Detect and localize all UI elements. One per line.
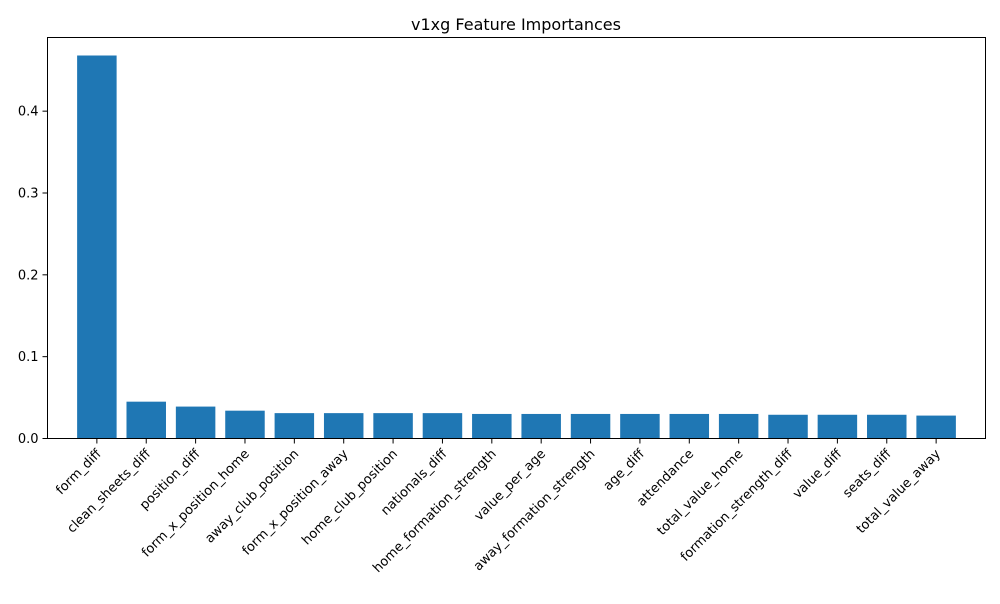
x-tick-label-home_club_position: home_club_position (299, 447, 401, 549)
bar-home_formation_strength (472, 413, 512, 439)
bar-nationals_diff (422, 413, 463, 439)
x-axis: form_diffclean_sheets_diffposition_difff… (53, 438, 944, 576)
chart-title: v1xg Feature Importances (411, 15, 621, 34)
x-tick-label-total_value_away: total_value_away (854, 447, 944, 537)
bar-form_diff (77, 55, 117, 439)
y-tick-label: 0.3 (18, 186, 39, 201)
y-axis: 0.0 0.1 0.2 0.3 0.4 (18, 105, 48, 447)
x-tick-label-value_diff: value_diff (790, 446, 846, 502)
bar-away_formation_strength (570, 413, 611, 439)
plot-frame (47, 37, 986, 439)
bars-layer (77, 55, 956, 439)
bar-total_value_home (718, 413, 759, 439)
x-tick-label-age_diff: age_diff (601, 446, 649, 494)
x-tick-label-clean_sheets_diff: clean_sheets_diff (64, 446, 154, 536)
x-tick-label-total_value_home: total_value_home (654, 447, 746, 539)
bar-attendance (669, 413, 710, 439)
bar-value_per_age (521, 413, 561, 439)
bar-position_diff (175, 406, 216, 439)
bar-formation_strength_diff (768, 414, 808, 439)
bar-age_diff (620, 413, 660, 439)
bar-clean_sheets_diff (126, 401, 166, 439)
x-tick-label-form_diff: form_diff (53, 446, 105, 498)
bar-seats_diff (867, 414, 907, 439)
y-tick-label: 0.2 (18, 268, 39, 283)
bar-form_x_position_away (323, 413, 364, 439)
bar-total_value_away (916, 415, 956, 439)
y-tick-label: 0.4 (18, 105, 39, 120)
bar-home_club_position (373, 413, 413, 439)
bar-form_x_position_home (225, 410, 265, 439)
bar-value_diff (817, 414, 858, 439)
x-tick-label-away_club_position: away_club_position (202, 447, 302, 547)
y-tick-label: 0.0 (18, 432, 39, 447)
y-tick-label: 0.1 (18, 350, 39, 365)
bar-away_club_position (274, 413, 315, 439)
